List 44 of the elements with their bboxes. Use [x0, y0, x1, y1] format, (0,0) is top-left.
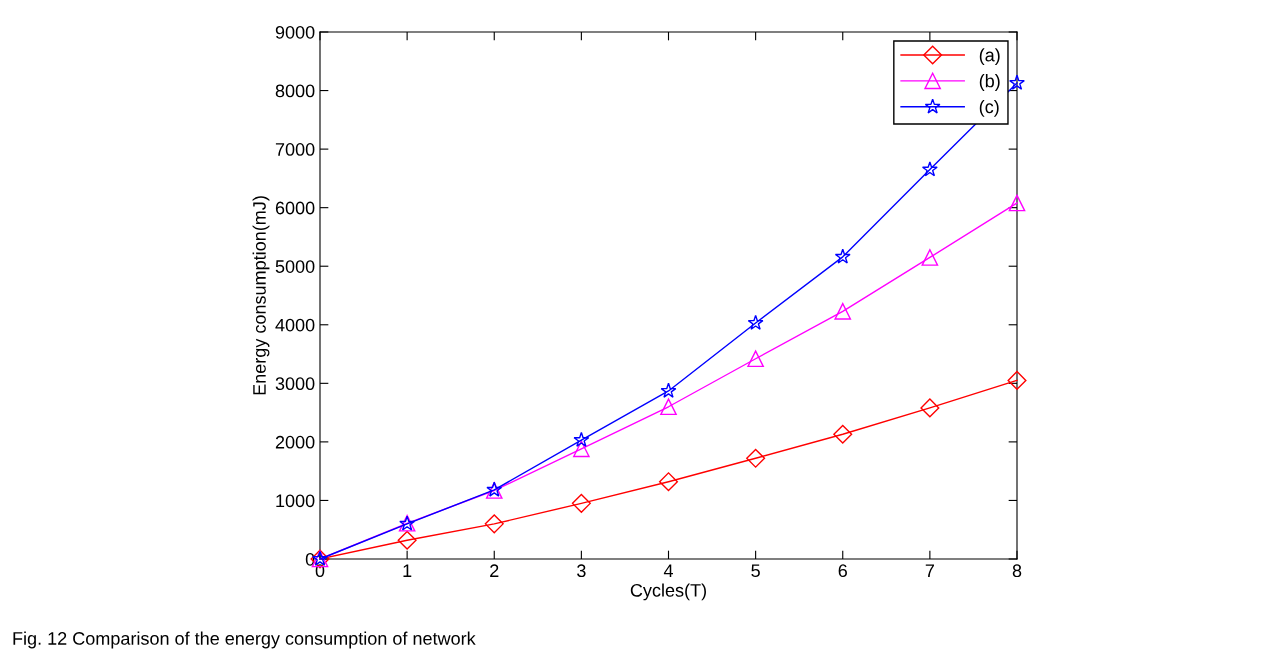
caption: Fig. 12 Comparison of the energy consumption of network: [13, 631, 476, 649]
x-tick-label: 5: [751, 564, 760, 578]
point: [484, 514, 504, 534]
x-tick-label: 3: [577, 564, 586, 578]
y-tick-label: 1000: [276, 494, 315, 508]
x-tick-label: 6: [838, 564, 847, 578]
x-tick-label: 4: [663, 564, 673, 577]
x-tick-label: 1: [403, 564, 412, 577]
y-tick-label: 6000: [275, 201, 315, 215]
point: [834, 248, 851, 264]
x-tick-label: 0: [315, 564, 325, 578]
point: [834, 302, 852, 320]
point: [571, 493, 591, 513]
y-tick-label: 3000: [275, 377, 315, 391]
point: [1008, 194, 1026, 212]
y-tick-label: 5000: [275, 260, 315, 273]
point: [746, 448, 766, 468]
y-axis-title: Energy consumption(mJ): [252, 196, 270, 395]
y-tick-label: 9000: [275, 25, 315, 39]
point: [747, 314, 764, 330]
legend-label: (b): [979, 74, 1000, 91]
point: [833, 424, 853, 444]
point: [660, 398, 677, 416]
y-tick-label: 8000: [275, 84, 315, 98]
point: [1009, 74, 1025, 90]
point: [747, 350, 764, 368]
x-tick-label: 2: [490, 564, 499, 577]
y-tick-label: 4000: [275, 318, 315, 332]
point: [920, 398, 940, 418]
point: [397, 530, 417, 550]
point: [573, 440, 590, 458]
x-axis-title: Cycles(T): [630, 583, 706, 601]
point: [660, 382, 677, 398]
legend-label: (c): [979, 99, 999, 117]
point: [1007, 370, 1027, 390]
y-tick-label: 7000: [275, 143, 315, 156]
point: [921, 161, 938, 177]
x-tick-label: 7: [925, 564, 934, 577]
point: [921, 249, 939, 266]
y-tick-label: 2000: [275, 435, 315, 449]
point: [658, 472, 679, 492]
legend-label: (a): [979, 48, 1000, 66]
x-tick-label: 8: [1012, 564, 1022, 578]
point: [573, 431, 590, 448]
